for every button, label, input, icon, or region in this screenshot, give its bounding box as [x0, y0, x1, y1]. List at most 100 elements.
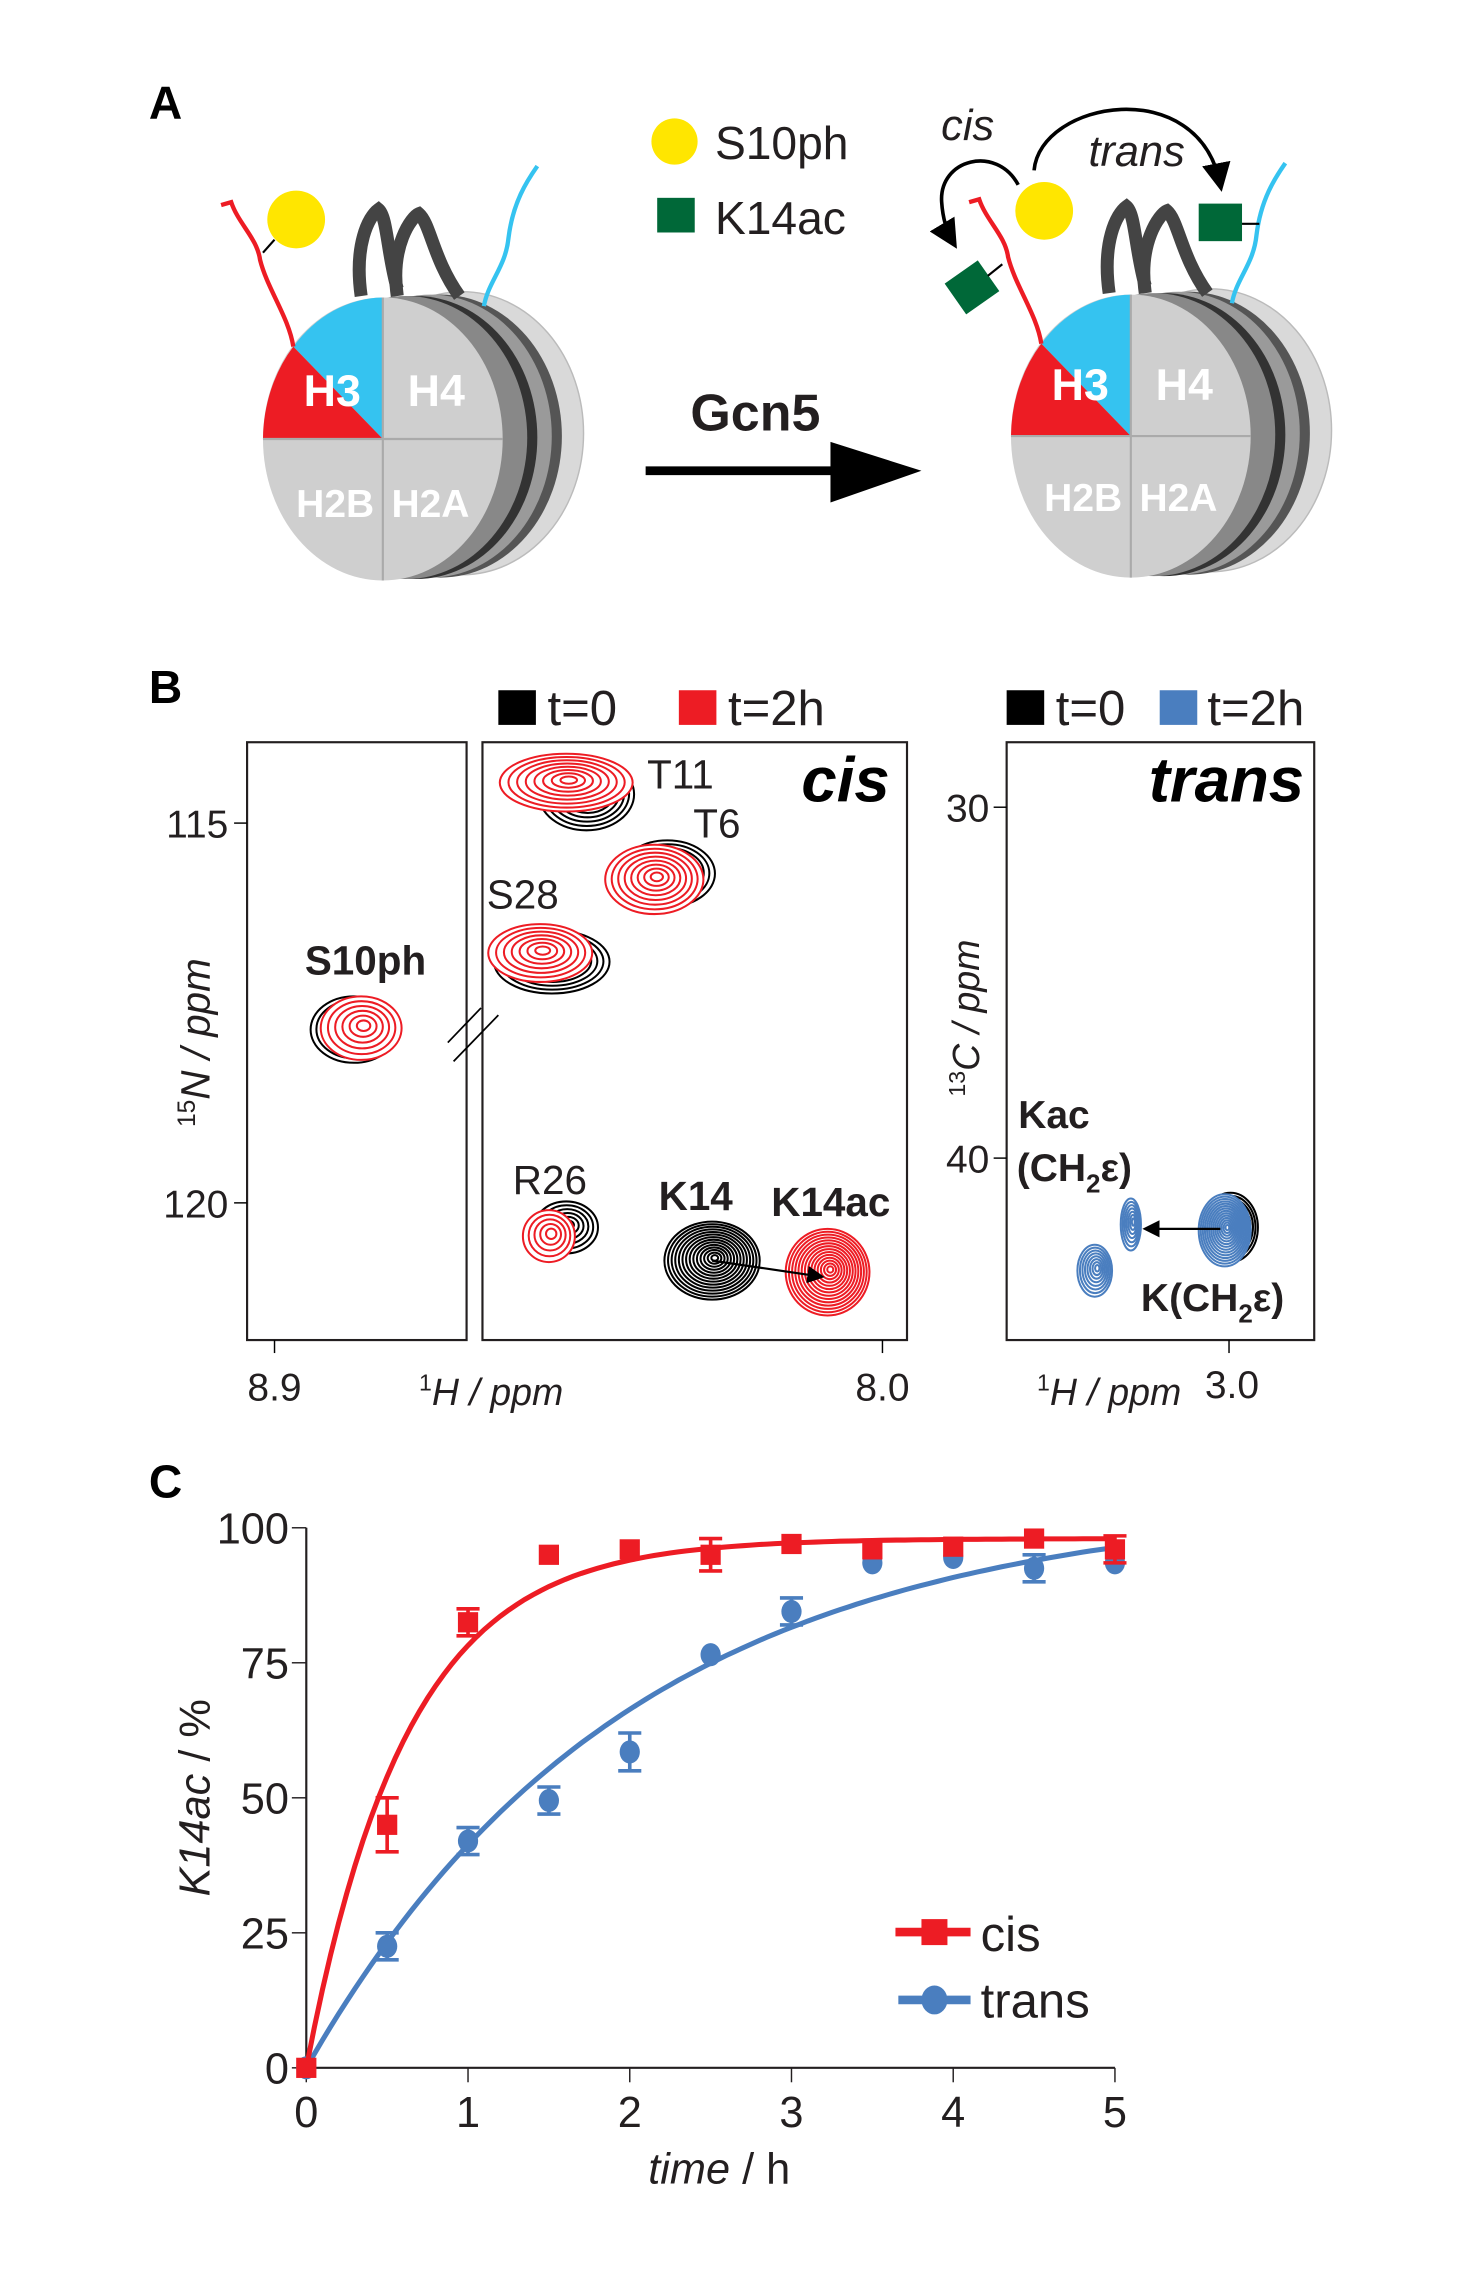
- contour-line: [544, 1227, 558, 1240]
- c-tick-30: 30: [946, 788, 989, 831]
- data-point-cis: [538, 1544, 559, 1565]
- data-point-cis: [943, 1536, 964, 1557]
- spectrum-frame-left: [246, 741, 468, 1342]
- c-tick-40: 40: [946, 1139, 989, 1182]
- data-point-cis: [1104, 1539, 1126, 1560]
- peak-t11-t2h: [498, 752, 634, 813]
- panel-b: B t=0 t=2h t=0 t=2h cis trans 115 120 30…: [149, 661, 1316, 1413]
- contour-line: [630, 859, 682, 897]
- contour-line: [542, 769, 594, 793]
- contour-line: [1199, 1195, 1251, 1265]
- histone-label-h3: H3: [304, 366, 361, 416]
- x-tick-label: 5: [1103, 2089, 1127, 2137]
- n-axis-label: 15N / ppm: [173, 958, 219, 1127]
- contour-line: [826, 1265, 835, 1274]
- contour-line: [703, 1248, 726, 1268]
- k14ac-mark-trans: [1198, 203, 1243, 242]
- contour-line: [326, 1000, 397, 1056]
- h-tick-3.0: 3.0: [1205, 1364, 1259, 1407]
- svg-text:15N / ppm: 15N / ppm: [173, 958, 219, 1127]
- x-tick-label: 4: [941, 2089, 965, 2137]
- s10ph-mark: [267, 190, 326, 249]
- n-tick-115: 115: [166, 804, 228, 847]
- contour-line: [518, 938, 566, 965]
- peak-r26-t2h: [521, 1209, 576, 1264]
- contour-line: [533, 1218, 567, 1252]
- contour-line: [610, 847, 699, 911]
- c-axis-label: 13C / ppm: [944, 939, 987, 1096]
- contour-line: [670, 1225, 755, 1295]
- data-point-cis: [377, 1814, 398, 1835]
- nmr-peaks: [309, 752, 1259, 1317]
- series-cis: [296, 1528, 1127, 2078]
- y-tick-label: 100: [217, 1506, 289, 1554]
- data-point-cis: [619, 1539, 640, 1560]
- contour-line: [643, 867, 670, 887]
- h3-red-segment: [262, 346, 383, 439]
- legend-s10ph: S10ph: [715, 117, 849, 169]
- peak-t6-t2h: [604, 843, 705, 916]
- h-axis-label-right: 1H / ppm: [1037, 1370, 1181, 1413]
- cis-title: cis: [801, 744, 889, 815]
- panel-c-label: C: [149, 1455, 182, 1507]
- h3-tail: [220, 199, 296, 347]
- histone-label-h2b: H2B: [296, 483, 374, 526]
- data-point-trans: [538, 1788, 559, 1813]
- peak-label-kac: Kac: [1018, 1094, 1090, 1137]
- contour-line: [1222, 1221, 1232, 1234]
- contour-line: [695, 1243, 732, 1274]
- contour-line: [1127, 1210, 1138, 1236]
- contour-line: [677, 1230, 748, 1289]
- data-point-trans: [619, 1740, 640, 1764]
- legend-t2h: t=2h: [728, 682, 825, 736]
- k14ac-mark-cis: [944, 260, 1000, 315]
- trans-title: trans: [1149, 744, 1304, 815]
- contour-line: [692, 1241, 736, 1277]
- contour-line: [1086, 1255, 1106, 1284]
- contour-line: [1220, 1219, 1234, 1237]
- data-point-trans: [377, 1934, 398, 1958]
- legend-swatch-t2h-blue: [1159, 690, 1198, 725]
- contour-line: [636, 863, 676, 892]
- contour-line: [534, 945, 552, 956]
- histone-label-h3: H3: [1052, 360, 1109, 410]
- contour-line: [1121, 1200, 1141, 1248]
- y-tick-label: 50: [241, 1776, 289, 1824]
- h-tick-8.0: 8.0: [855, 1367, 909, 1410]
- contour-line: [699, 1246, 729, 1271]
- contour-line: [533, 765, 602, 797]
- panel-b-label: B: [149, 661, 182, 713]
- contour-line: [526, 941, 559, 961]
- y-tick-label: 0: [265, 2046, 289, 2094]
- h-axis-label-left: 1H / ppm: [419, 1370, 563, 1413]
- contour-line: [800, 1242, 857, 1301]
- contour-line: [334, 1004, 391, 1050]
- contour-line: [502, 930, 580, 974]
- h-tick-8.9: 8.9: [247, 1367, 301, 1410]
- x-tick-label: 1: [456, 2089, 480, 2137]
- panel-a: A H3 H4 H2B H2A: [149, 76, 1333, 581]
- contour-line: [617, 851, 693, 906]
- y-tick-label: 25: [241, 1911, 289, 1959]
- arrow-head-icon: [830, 441, 922, 503]
- contour-line: [1128, 1214, 1137, 1231]
- data-point-cis: [1023, 1528, 1045, 1549]
- contour-line: [559, 775, 579, 785]
- peak-s28-t2h: [487, 923, 594, 983]
- data-point-cis: [296, 2057, 317, 2078]
- legend-t2h-right: t=2h: [1207, 682, 1304, 736]
- contour-line: [803, 1245, 854, 1297]
- data-point-cis: [862, 1539, 883, 1560]
- spectrum-frame-trans: [1005, 741, 1316, 1342]
- histone-label-h4: H4: [1156, 360, 1213, 410]
- peak-label-s10ph: S10ph: [305, 938, 426, 984]
- contour-line: [1123, 1204, 1140, 1244]
- x-tick-label: 2: [618, 2089, 642, 2137]
- data-point-cis: [700, 1544, 721, 1565]
- legend-marker-trans: [921, 1985, 948, 2015]
- histone-label-h2a: H2A: [1139, 477, 1217, 520]
- peak-s10ph-t2h: [319, 995, 403, 1061]
- peak-label-r26: R26: [513, 1157, 587, 1203]
- svg-text:13C / ppm: 13C / ppm: [944, 939, 987, 1096]
